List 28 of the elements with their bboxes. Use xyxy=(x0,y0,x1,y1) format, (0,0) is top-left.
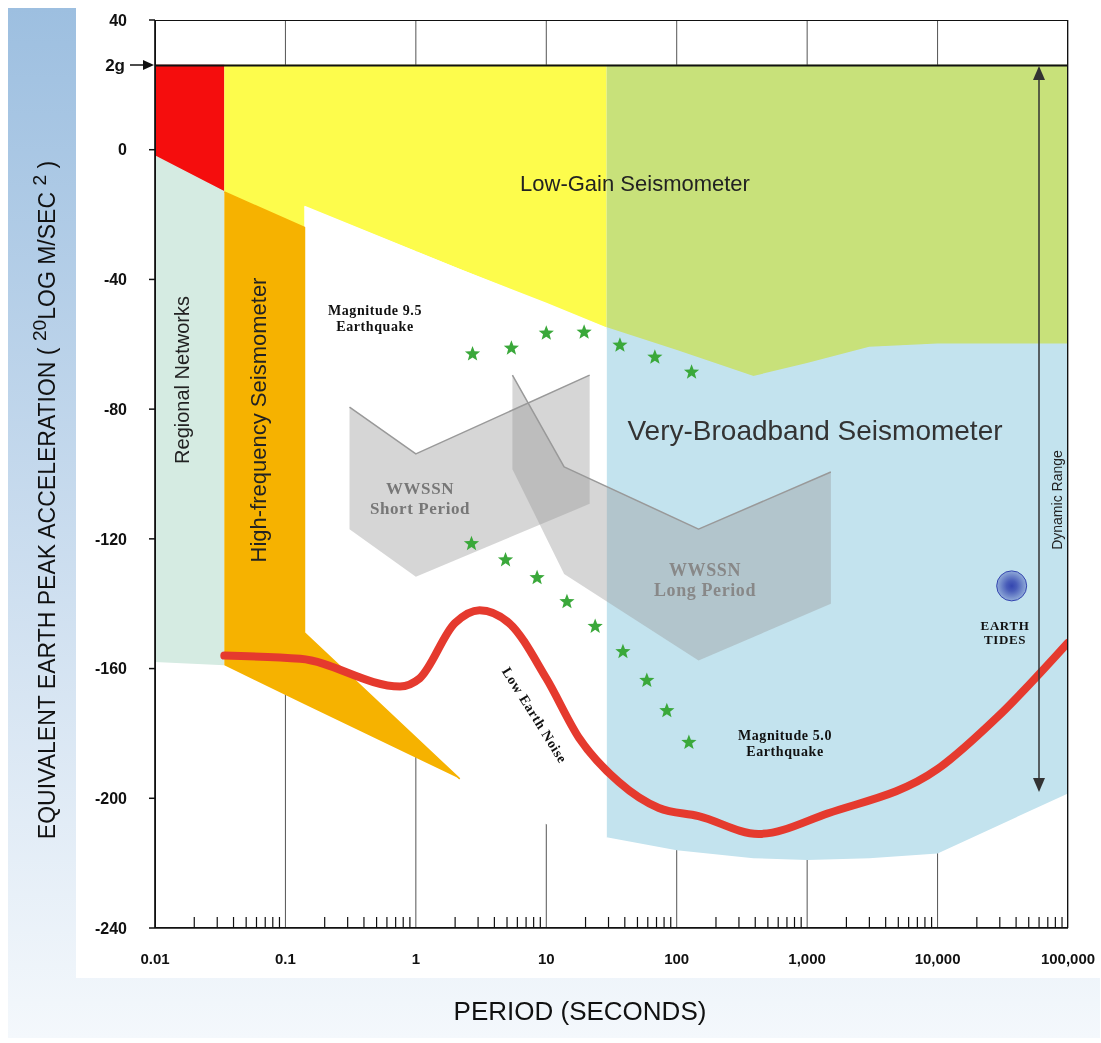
x-tick-label: 10,000 xyxy=(914,950,961,967)
annotation: Dynamic Range xyxy=(1049,449,1065,550)
y-tick-label: -120 xyxy=(94,530,128,548)
annotation: Magnitude 9.5 Earthquake xyxy=(327,302,423,334)
x-tick-label: 0.1 xyxy=(275,950,296,967)
y-tick-label: -160 xyxy=(94,660,128,678)
annotation: WWSSN Long Period xyxy=(653,559,757,601)
x-tick-label: 100 xyxy=(664,950,690,967)
x-tick-label: 100,000 xyxy=(1040,950,1096,967)
annotation: WWSSN Short Period xyxy=(369,478,471,518)
annotation: Magnitude 5.0 Earthquake xyxy=(737,727,833,759)
y-tick-label: 40 xyxy=(109,11,128,29)
x-axis-title: PERIOD (SECONDS) xyxy=(452,996,708,1027)
annotation: Regional Networks xyxy=(171,296,193,464)
y-tick-label: -80 xyxy=(103,400,128,418)
y-tick-label: -40 xyxy=(103,271,128,289)
x-tick-label: 1,000 xyxy=(788,950,826,967)
y-tick-label: 0 xyxy=(118,141,128,159)
x-tick-label: 1 xyxy=(411,950,421,967)
annotation: EARTH TIDES xyxy=(980,617,1030,647)
x-tick-label: 10 xyxy=(537,950,555,967)
y-tick-label: -240 xyxy=(94,919,128,937)
annotation: High-frequency Seismometer xyxy=(245,277,271,563)
x-tick-label: 0.01 xyxy=(140,950,170,967)
annotation: Very-Broadband Seismometer xyxy=(627,414,1003,446)
y-tick-label: -200 xyxy=(94,789,128,807)
ref-line-label: 2g xyxy=(105,55,125,75)
annotation: Low-Gain Seismometer xyxy=(520,170,750,196)
